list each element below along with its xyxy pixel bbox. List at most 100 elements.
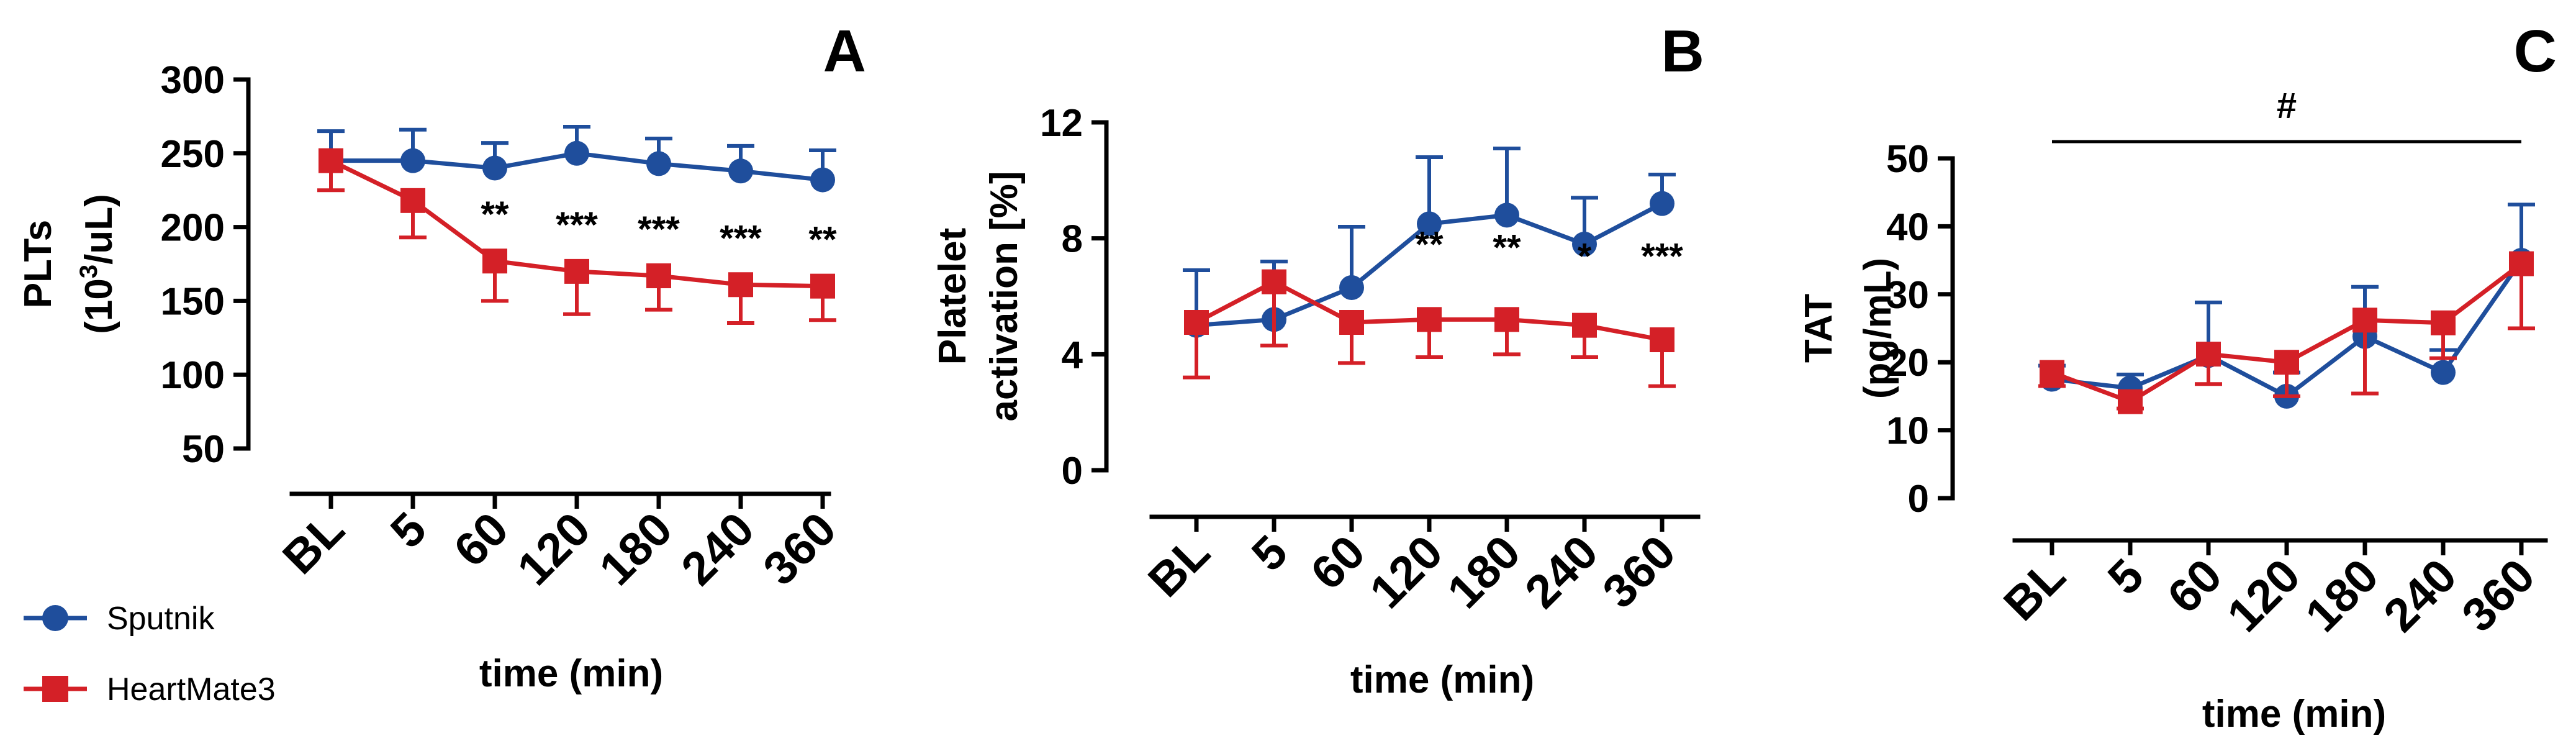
data-point-heartmate3-360 (2509, 251, 2534, 276)
data-point-sputnik-360 (1650, 191, 1674, 216)
series-heartmate3 (1183, 269, 1676, 388)
x-tick-label-120: 120 (507, 503, 600, 596)
data-point-heartmate3-120 (1417, 307, 1442, 332)
x-tick-label-bl: BL (1994, 549, 2076, 631)
data-point-sputnik-60 (482, 155, 507, 181)
significance-bracket-label: # (2277, 86, 2297, 126)
data-point-heartmate3-180 (646, 263, 671, 289)
x-tick-label-240: 240 (671, 503, 764, 596)
y-axis-unit: (103/uL) (75, 194, 120, 334)
y-axis-title: TAT (1797, 294, 1840, 363)
data-point-heartmate3-60 (1339, 310, 1364, 335)
data-point-sputnik-5 (400, 148, 425, 173)
significance-mark: * (1578, 236, 1592, 276)
x-tick-label-240: 240 (2374, 549, 2467, 642)
y-tick-label: 4 (1062, 334, 1083, 376)
panel-letter-c: C (2514, 18, 2557, 84)
data-point-heartmate3-5 (1262, 269, 1286, 294)
data-point-heartmate3-60 (482, 248, 507, 274)
y-tick-label: 0 (1908, 478, 1929, 521)
x-tick-label-240: 240 (1515, 526, 1608, 619)
y-axis-title: PLTs (17, 220, 60, 308)
data-point-heartmate3-5 (2118, 389, 2143, 414)
data-point-heartmate3-240 (2431, 310, 2456, 335)
x-tick-label-360: 360 (753, 503, 846, 596)
data-point-heartmate3-360 (1650, 327, 1674, 352)
legend-item-sputnik: Sputnik (24, 601, 215, 637)
data-point-heartmate3-bl (2040, 360, 2064, 385)
significance-mark: ** (481, 194, 509, 235)
y-axis-title: Platelet (931, 228, 974, 365)
y-tick-label: 10 (1886, 410, 1929, 453)
legend-label-sputnik: Sputnik (107, 601, 215, 637)
data-point-heartmate3-120 (2274, 350, 2299, 375)
legend: Sputnik HeartMate3 (24, 601, 276, 708)
x-tick-label-bl: BL (1138, 526, 1220, 608)
data-point-heartmate3-240 (1572, 312, 1597, 338)
significance-mark: ** (1493, 227, 1521, 268)
y-tick-label: 300 (161, 59, 225, 102)
panel-letter-b: B (1661, 18, 1704, 84)
y-axis-unit: (pg/mL) (1856, 258, 1899, 399)
data-point-sputnik-360 (810, 167, 835, 193)
y-tick-label: 200 (161, 207, 225, 250)
y-tick-label: 100 (161, 354, 225, 397)
data-point-heartmate3-bl (1184, 310, 1209, 335)
significance-mark: *** (638, 209, 680, 250)
data-point-heartmate3-5 (400, 188, 425, 213)
data-point-sputnik-240 (728, 158, 753, 184)
y-axis-unit: activation [%] (983, 171, 1026, 421)
data-point-heartmate3-bl (319, 148, 343, 173)
data-point-heartmate3-120 (564, 258, 589, 284)
data-point-sputnik-60 (1339, 275, 1364, 300)
x-tick-label-120: 120 (1360, 526, 1453, 619)
significance-mark: *** (1641, 236, 1683, 276)
series-sputnik (317, 125, 836, 193)
data-point-sputnik-240 (2431, 360, 2456, 385)
y-tick-label: 50 (1886, 138, 1929, 181)
legend-marker-sputnik (42, 605, 68, 631)
x-axis-title: time (min) (1350, 658, 1534, 701)
data-point-sputnik-120 (1417, 211, 1442, 237)
x-tick-label-5: 5 (381, 503, 436, 558)
x-tick-label-60: 60 (2158, 549, 2232, 624)
y-tick-label: 12 (1040, 102, 1083, 145)
x-tick-label-360: 360 (2452, 549, 2545, 642)
x-tick-label-60: 60 (444, 503, 518, 577)
x-axis-title: time (min) (2202, 693, 2386, 735)
significance-mark: ** (1415, 225, 1444, 265)
data-point-heartmate3-180 (1494, 307, 1519, 332)
legend-item-heartmate3: HeartMate3 (24, 671, 276, 708)
data-point-heartmate3-60 (2196, 342, 2221, 367)
legend-marker-heartmate3 (42, 676, 68, 702)
series-heartmate3 (317, 148, 836, 325)
data-point-heartmate3-360 (810, 273, 835, 299)
data-point-sputnik-180 (646, 151, 671, 176)
x-tick-label-180: 180 (1437, 526, 1530, 619)
data-point-heartmate3-240 (728, 272, 753, 298)
significance-mark: *** (556, 205, 598, 245)
data-point-heartmate3-180 (2352, 307, 2377, 333)
y-tick-label: 8 (1062, 218, 1083, 261)
data-point-sputnik-120 (564, 140, 589, 166)
y-tick-label: 0 (1062, 450, 1083, 493)
series-heartmate3 (2038, 251, 2535, 414)
data-point-sputnik-240 (1572, 232, 1597, 257)
y-tick-label: 20 (1886, 342, 1929, 385)
x-axis-title: time (min) (479, 652, 663, 695)
x-tick-label-180: 180 (2295, 549, 2388, 642)
x-tick-label-5: 5 (2098, 549, 2154, 605)
x-tick-label-120: 120 (2217, 549, 2310, 642)
legend-label-heartmate3: HeartMate3 (107, 671, 276, 708)
y-tick-label: 150 (161, 280, 225, 323)
y-tick-label: 30 (1886, 274, 1929, 317)
significance-mark: ** (808, 220, 837, 260)
y-tick-label: 50 (182, 428, 225, 471)
y-tick-label: 40 (1886, 206, 1929, 248)
data-point-sputnik-180 (1494, 203, 1519, 228)
panel-letter-a: A (823, 18, 866, 84)
